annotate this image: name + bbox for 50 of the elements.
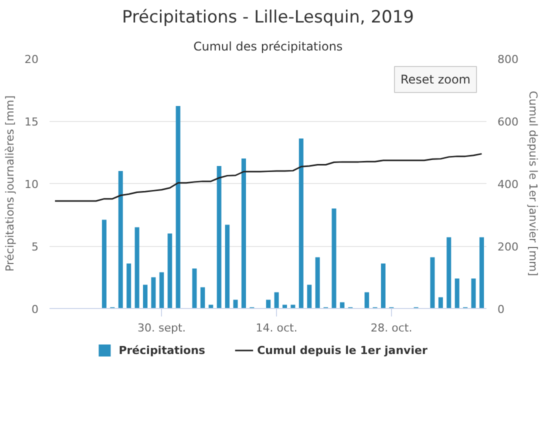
legend-label: Précipitations xyxy=(118,344,206,357)
y-tick-label: 5 xyxy=(32,240,38,254)
y-axis-title: Précipitations journalières [mm] xyxy=(4,96,17,272)
y2-tick-label: 0 xyxy=(498,303,504,316)
chart-subtitle: Cumul des précipitations xyxy=(193,40,343,54)
x-tick-label: 14. oct. xyxy=(256,322,298,334)
line-series xyxy=(54,153,482,202)
bar xyxy=(233,300,238,308)
bar xyxy=(454,278,460,308)
y-tick-label: 20 xyxy=(24,53,39,66)
bar xyxy=(192,268,197,308)
bar xyxy=(241,158,246,308)
y2-tick-label: 200 xyxy=(498,240,518,254)
annotation: Reset zoom xyxy=(400,72,471,86)
bar xyxy=(479,237,484,308)
y2-axis-title: Cumul depuis le 1er janvier [mm] xyxy=(526,90,540,276)
bar xyxy=(216,166,222,308)
bar xyxy=(134,227,140,308)
bar xyxy=(225,224,230,308)
y-tick-label: 10 xyxy=(24,178,39,191)
bar xyxy=(176,106,180,308)
bar xyxy=(298,138,304,308)
bar xyxy=(332,208,336,308)
bar xyxy=(446,237,452,308)
x-tick-label: 30. sept. xyxy=(138,322,186,334)
y-tick-label: 0 xyxy=(32,303,38,316)
bar xyxy=(471,278,476,308)
bar xyxy=(364,292,370,308)
bar xyxy=(151,277,156,308)
bar xyxy=(274,292,279,308)
bar xyxy=(159,272,164,308)
bar xyxy=(438,297,443,308)
bar xyxy=(126,264,132,308)
bar xyxy=(315,257,320,308)
y-tick-label: 15 xyxy=(24,116,39,128)
bar xyxy=(168,234,172,308)
bar xyxy=(430,257,435,308)
y2-tick-label: 400 xyxy=(498,178,518,191)
bar xyxy=(307,284,312,308)
bar xyxy=(380,264,386,308)
x-tick-label: 28. oct. xyxy=(370,322,412,334)
bar xyxy=(102,220,106,308)
legend-label: Cumul depuis le 1er janvier xyxy=(257,344,428,357)
y2-tick-label: 600 xyxy=(498,116,518,128)
chart-title: Précipitations - Lille-Lesquin, 2019 xyxy=(122,8,414,28)
bar xyxy=(266,300,271,308)
bar xyxy=(142,284,148,308)
y2-tick-label: 800 xyxy=(498,53,518,66)
bar xyxy=(118,171,123,308)
bar xyxy=(200,287,205,308)
